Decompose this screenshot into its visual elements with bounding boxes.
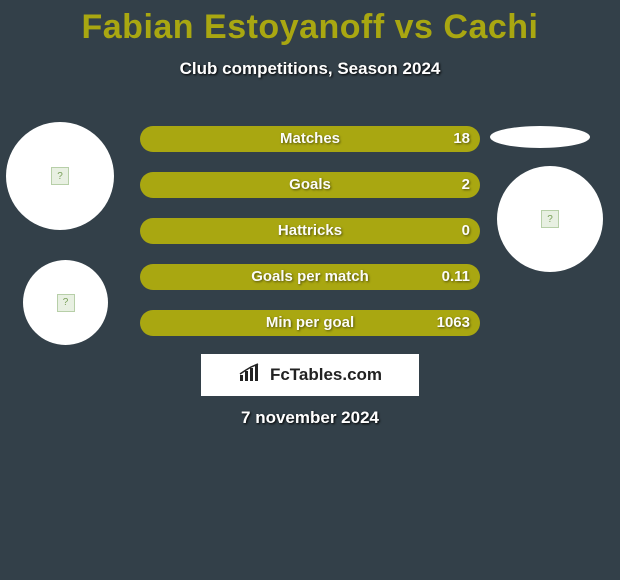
- avatar-placeholder: ?: [23, 260, 108, 345]
- stats-container: Matches 18 Goals 2 Hattricks 0 Goals per…: [140, 126, 480, 356]
- avatar-placeholder: ?: [497, 166, 603, 272]
- stat-row: Goals 2: [140, 172, 480, 198]
- stat-value-right: 0: [462, 218, 470, 244]
- stat-row: Min per goal 1063: [140, 310, 480, 336]
- brand-label: FcTables.com: [270, 365, 382, 385]
- page-subtitle: Club competitions, Season 2024: [0, 59, 620, 79]
- broken-image-icon: ?: [51, 167, 69, 185]
- stat-label: Matches: [280, 126, 340, 152]
- stat-label: Goals per match: [251, 264, 369, 290]
- brand-badge[interactable]: FcTables.com: [201, 354, 419, 396]
- stat-label: Hattricks: [278, 218, 342, 244]
- broken-image-icon: ?: [57, 294, 75, 312]
- stat-value-right: 2: [462, 172, 470, 198]
- date-text: 7 november 2024: [0, 408, 620, 428]
- stat-row: Goals per match 0.11: [140, 264, 480, 290]
- stat-value-right: 1063: [437, 310, 470, 336]
- decorative-ellipse: [490, 126, 590, 148]
- stat-row: Matches 18: [140, 126, 480, 152]
- stat-label: Min per goal: [266, 310, 354, 336]
- stat-value-right: 0.11: [442, 264, 470, 290]
- bar-chart-icon: [238, 363, 264, 388]
- page-title: Fabian Estoyanoff vs Cachi: [0, 0, 620, 47]
- broken-image-icon: ?: [541, 210, 559, 228]
- stat-value-right: 18: [453, 126, 470, 152]
- avatar-placeholder: ?: [6, 122, 114, 230]
- stat-label: Goals: [289, 172, 331, 198]
- stat-row: Hattricks 0: [140, 218, 480, 244]
